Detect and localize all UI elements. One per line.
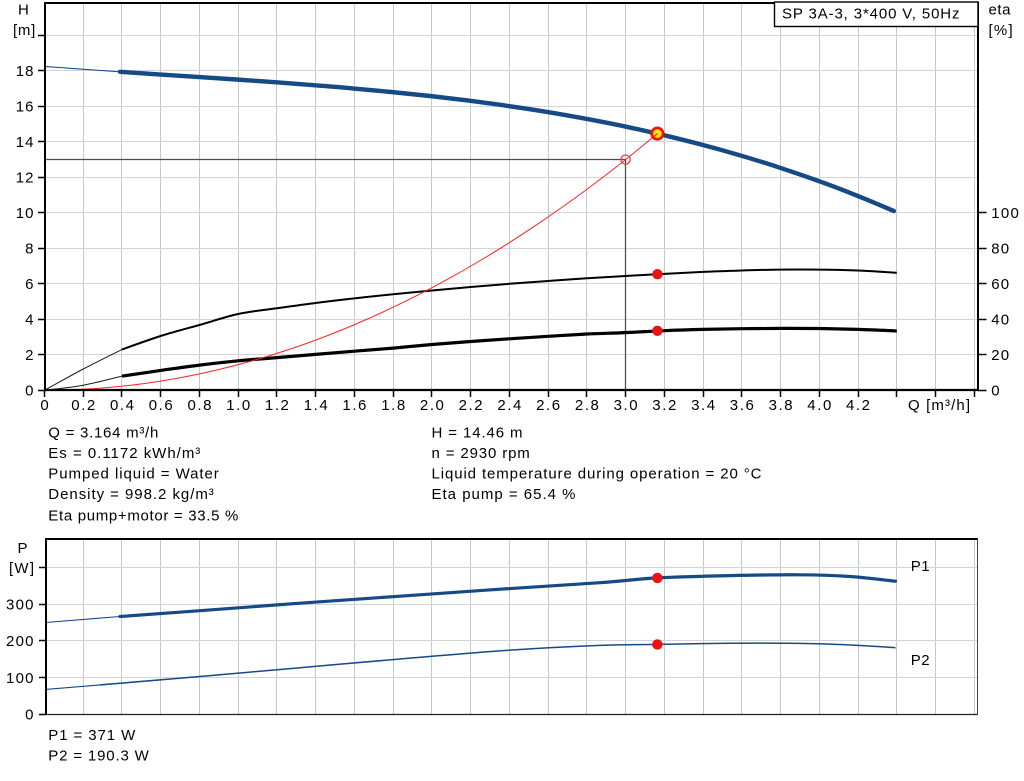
svg-text:P1 = 371 W: P1 = 371 W	[48, 727, 136, 744]
svg-text:2.6: 2.6	[536, 397, 560, 414]
svg-text:300: 300	[6, 596, 34, 613]
svg-text:200: 200	[6, 633, 34, 650]
svg-text:3.8: 3.8	[769, 397, 793, 414]
svg-text:4: 4	[25, 312, 33, 329]
svg-text:[%]: [%]	[989, 22, 1013, 39]
svg-text:3.6: 3.6	[730, 397, 754, 414]
svg-text:P2: P2	[911, 652, 930, 669]
svg-text:[m]: [m]	[13, 22, 35, 39]
svg-text:12: 12	[16, 170, 34, 187]
svg-text:100: 100	[991, 205, 1019, 222]
svg-text:100: 100	[6, 670, 34, 687]
svg-text:0: 0	[25, 707, 33, 724]
svg-text:40: 40	[991, 312, 1009, 329]
svg-text:P2 = 190.3 W: P2 = 190.3 W	[48, 747, 149, 764]
svg-text:Pumped liquid = Water: Pumped liquid = Water	[48, 466, 219, 483]
svg-text:P: P	[18, 540, 28, 557]
svg-text:SP 3A-3, 3*400 V, 50Hz: SP 3A-3, 3*400 V, 50Hz	[782, 6, 960, 23]
svg-text:0.4: 0.4	[110, 397, 134, 414]
svg-text:H: H	[18, 1, 29, 18]
svg-text:0: 0	[40, 397, 48, 414]
svg-text:Eta pump = 65.4 %: Eta pump = 65.4 %	[432, 486, 576, 503]
svg-text:Liquid temperature during oper: Liquid temperature during operation = 20…	[432, 466, 762, 483]
svg-text:18: 18	[16, 63, 34, 80]
svg-text:0: 0	[25, 383, 33, 400]
svg-text:1.8: 1.8	[381, 397, 405, 414]
svg-text:0: 0	[991, 383, 999, 400]
svg-text:14: 14	[16, 134, 34, 151]
svg-text:[W]: [W]	[9, 560, 34, 577]
svg-text:eta: eta	[989, 2, 1012, 19]
svg-text:2.8: 2.8	[575, 397, 599, 414]
svg-text:P1: P1	[911, 558, 930, 575]
svg-text:4.2: 4.2	[846, 397, 870, 414]
svg-text:8: 8	[25, 241, 33, 258]
svg-text:16: 16	[16, 99, 34, 116]
svg-text:Eta pump+motor = 33.5 %: Eta pump+motor = 33.5 %	[48, 508, 238, 525]
svg-text:2.2: 2.2	[459, 397, 483, 414]
svg-text:0.2: 0.2	[71, 397, 95, 414]
svg-text:6: 6	[25, 276, 33, 293]
svg-text:3.0: 3.0	[614, 397, 638, 414]
svg-text:0.6: 0.6	[149, 397, 173, 414]
svg-text:2: 2	[25, 347, 33, 364]
svg-text:4.0: 4.0	[807, 397, 831, 414]
svg-text:0.8: 0.8	[188, 397, 212, 414]
svg-text:1.2: 1.2	[265, 397, 289, 414]
svg-text:Q [m³/h]: Q [m³/h]	[908, 397, 970, 414]
svg-text:2.0: 2.0	[420, 397, 444, 414]
svg-text:H = 14.46 m: H = 14.46 m	[432, 424, 523, 441]
svg-text:1.6: 1.6	[342, 397, 366, 414]
svg-text:1.0: 1.0	[226, 397, 250, 414]
svg-text:80: 80	[991, 241, 1009, 258]
svg-text:20: 20	[991, 347, 1009, 364]
svg-text:2.4: 2.4	[497, 397, 521, 414]
svg-text:n = 2930 rpm: n = 2930 rpm	[432, 445, 530, 462]
svg-text:3.2: 3.2	[652, 397, 676, 414]
svg-text:Q = 3.164 m³/h: Q = 3.164 m³/h	[48, 424, 158, 441]
svg-text:Es = 0.1172 kWh/m³: Es = 0.1172 kWh/m³	[48, 445, 200, 462]
svg-text:3.4: 3.4	[691, 397, 715, 414]
svg-text:1.4: 1.4	[304, 397, 328, 414]
svg-text:60: 60	[991, 276, 1009, 293]
svg-text:Density = 998.2 kg/m³: Density = 998.2 kg/m³	[48, 486, 214, 503]
svg-text:10: 10	[16, 205, 34, 222]
